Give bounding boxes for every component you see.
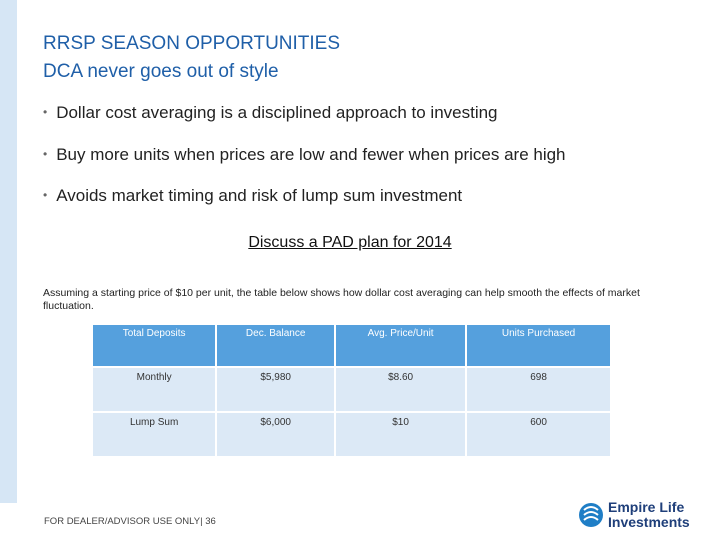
column-header: Avg. Price/Unit <box>335 325 468 367</box>
callout: Discuss a PAD plan for 2014 <box>248 234 452 251</box>
bullet: Buy more units when prices are low and f… <box>43 145 565 165</box>
slide-subtitle: DCA never goes out of style <box>43 61 279 82</box>
logo-text: Empire Life <box>608 499 684 515</box>
cell: 600 <box>466 411 612 456</box>
column-header: Dec. Balance <box>216 325 337 367</box>
cell: $10 <box>335 411 468 456</box>
dca-table: Total Deposits Dec. Balance Avg. Price/U… <box>93 325 612 456</box>
bullet: Avoids market timing and risk of lump su… <box>43 186 462 206</box>
note: Assuming a starting price of $10 per uni… <box>43 287 640 312</box>
cell: Monthly <box>93 366 218 412</box>
cell: Lump Sum <box>93 411 218 456</box>
column-header: Total Deposits <box>93 325 218 367</box>
logo-icon-waves <box>583 506 599 521</box>
footer: FOR DEALER/ADVISOR USE ONLY| 36 <box>44 516 216 527</box>
cell: 698 <box>466 366 612 412</box>
cell: $6,000 <box>216 411 337 456</box>
slide-title: RRSP SEASON OPPORTUNITIES <box>43 33 341 54</box>
cell: $5,980 <box>216 366 337 412</box>
cell: $8.60 <box>335 366 468 412</box>
logo: Empire Life Investments <box>579 499 690 530</box>
column-header: Units Purchased <box>466 325 612 367</box>
bullet: Dollar cost averaging is a disciplined a… <box>43 103 497 123</box>
side-strip <box>0 0 17 503</box>
logo-text: Investments <box>608 514 690 530</box>
